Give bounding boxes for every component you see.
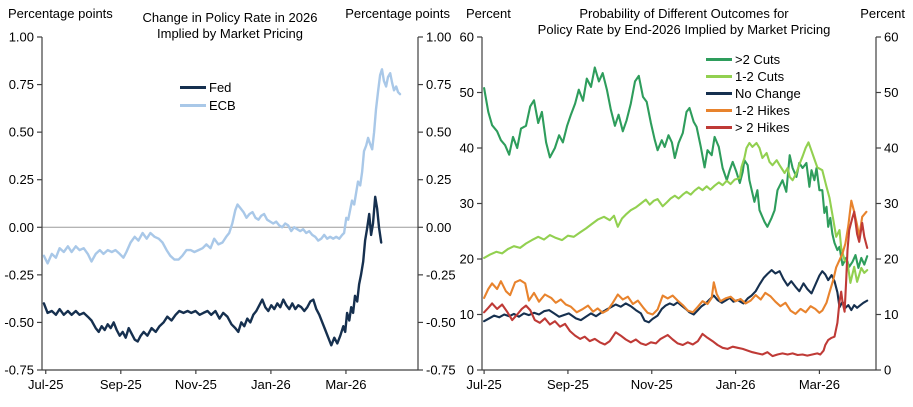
svg-text:-0.50: -0.50 — [4, 315, 34, 330]
no-change-line-swatch-icon — [706, 92, 732, 95]
svg-text:-0.50: -0.50 — [426, 315, 456, 330]
one-two-cuts-line-swatch-icon — [706, 75, 732, 78]
svg-text:0.75: 0.75 — [9, 77, 34, 92]
legend-item-more-than-2-cuts: >2 Cuts — [706, 51, 801, 68]
ecb-line-swatch-icon — [180, 103, 206, 107]
svg-text:40: 40 — [460, 141, 474, 156]
svg-text:0.25: 0.25 — [9, 172, 34, 187]
legend-item-no-change: No Change — [706, 85, 801, 102]
svg-text:0.75: 0.75 — [426, 77, 451, 92]
svg-text:Sep-25: Sep-25 — [547, 377, 589, 392]
svg-text:1.00: 1.00 — [426, 30, 451, 45]
policy-rate-outcomes-chart-panel: Percent Percent Probability of Different… — [456, 0, 913, 407]
legend-label: ECB — [209, 97, 236, 113]
svg-text:20: 20 — [884, 252, 898, 267]
chart-title-line2: Implied by Market Pricing — [157, 26, 303, 41]
svg-text:0.00: 0.00 — [426, 220, 451, 235]
svg-text:Mar-26: Mar-26 — [799, 377, 840, 392]
more-than-2-cuts-line-swatch-icon — [706, 58, 732, 61]
svg-text:Nov-25: Nov-25 — [175, 377, 217, 392]
policy-rate-change-chart-panel: Percentage points Percentage points Chan… — [0, 0, 456, 407]
chart-legend: Fed ECB — [180, 78, 236, 114]
chart-title: Change in Policy Rate in 2026 Implied by… — [30, 10, 430, 42]
svg-text:0.25: 0.25 — [426, 172, 451, 187]
legend-label: 1-2 Hikes — [735, 103, 790, 118]
svg-text:-0.75: -0.75 — [4, 363, 34, 378]
svg-text:0: 0 — [884, 363, 891, 378]
legend-label: > 2 Hikes — [735, 120, 790, 135]
legend-item-1-2-cuts: 1-2 Cuts — [706, 68, 801, 85]
chart-title-line1: Change in Policy Rate in 2026 — [142, 10, 318, 25]
svg-text:Sep-25: Sep-25 — [100, 377, 142, 392]
svg-text:20: 20 — [460, 252, 474, 267]
policy-rate-change-line-plot: 1.00 1.00 0.75 0.75 0.50 0.50 0.25 0.25 0.00 0.00… — [4, 30, 456, 393]
more-than-2-hikes-line-swatch-icon — [706, 126, 732, 129]
svg-text:-0.25: -0.25 — [4, 267, 34, 282]
svg-text:Jul-25: Jul-25 — [28, 377, 63, 392]
svg-text:0: 0 — [467, 363, 474, 378]
svg-text:50: 50 — [460, 85, 474, 100]
chart-title-line2: Policy Rate by End-2026 Implied by Marke… — [537, 22, 831, 37]
svg-text:60: 60 — [884, 30, 898, 45]
legend-label: 1-2 Cuts — [735, 69, 785, 84]
legend-label: Fed — [209, 79, 232, 95]
svg-text:40: 40 — [884, 141, 898, 156]
fed-line-swatch-icon — [180, 85, 206, 89]
svg-text:Nov-25: Nov-25 — [631, 377, 673, 392]
svg-text:0.50: 0.50 — [9, 125, 34, 140]
svg-text:10: 10 — [884, 307, 898, 322]
legend-item-ecb: ECB — [180, 96, 236, 114]
svg-text:Mar-26: Mar-26 — [325, 377, 366, 392]
svg-text:0.50: 0.50 — [426, 125, 451, 140]
legend-label: >2 Cuts — [735, 52, 781, 67]
svg-text:50: 50 — [884, 85, 898, 100]
svg-text:0.00: 0.00 — [9, 220, 34, 235]
y-axis-unit-label-right: Percent — [860, 6, 905, 21]
svg-text:10: 10 — [460, 307, 474, 322]
svg-text:1.00: 1.00 — [9, 30, 34, 45]
svg-text:60: 60 — [460, 30, 474, 45]
chart-title: Probability of Different Outcomes for Po… — [479, 6, 889, 38]
y-axis-unit-label-left: Percent — [466, 6, 511, 21]
legend-label: No Change — [735, 86, 801, 101]
svg-text:Jan-26: Jan-26 — [251, 377, 291, 392]
svg-text:30: 30 — [884, 196, 898, 211]
svg-text:30: 30 — [460, 196, 474, 211]
svg-text:Jan-26: Jan-26 — [716, 377, 756, 392]
svg-text:-0.75: -0.75 — [426, 363, 456, 378]
y-axis-unit-label-left: Percentage points — [8, 6, 113, 21]
chart-title-line1: Probability of Different Outcomes for — [579, 6, 789, 21]
legend-item-more-than-2-hikes: > 2 Hikes — [706, 119, 801, 136]
legend-item-1-2-hikes: 1-2 Hikes — [706, 102, 801, 119]
chart-legend: >2 Cuts 1-2 Cuts No Change 1-2 Hikes > 2… — [706, 51, 801, 136]
legend-item-fed: Fed — [180, 78, 236, 96]
one-two-hikes-line-swatch-icon — [706, 109, 732, 112]
svg-text:-0.25: -0.25 — [426, 267, 456, 282]
svg-text:Jul-25: Jul-25 — [466, 377, 501, 392]
y-axis-unit-label-right: Percentage points — [345, 6, 450, 21]
